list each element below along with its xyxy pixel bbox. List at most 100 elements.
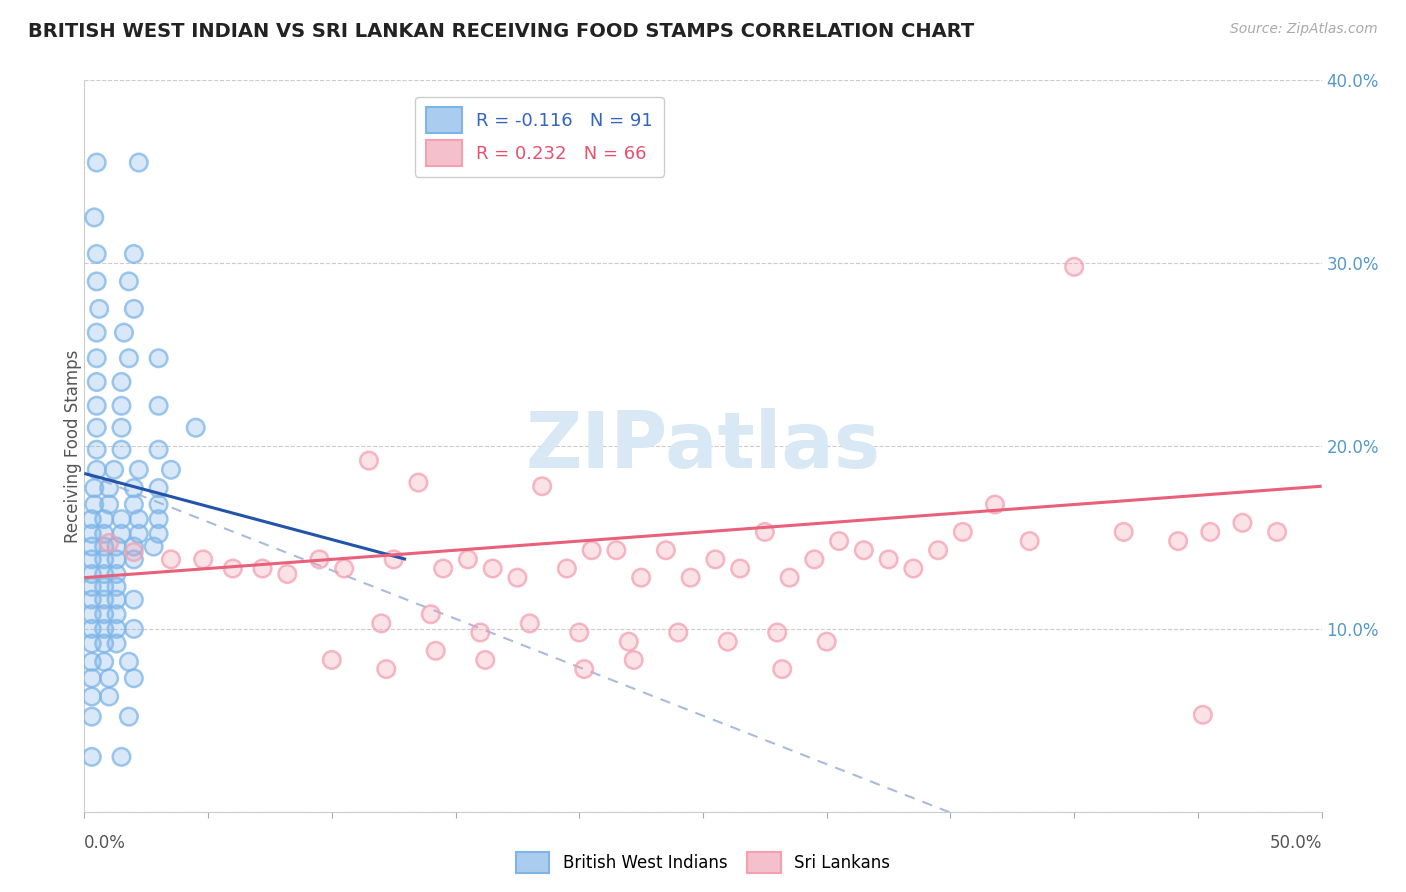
Point — [815, 634, 838, 648]
Point — [80, 749, 103, 764]
Point — [80, 540, 103, 554]
Point — [276, 567, 298, 582]
Point — [308, 552, 330, 566]
Point — [122, 247, 145, 261]
Point — [382, 552, 405, 566]
Point — [457, 552, 479, 566]
Point — [984, 498, 1007, 512]
Point — [80, 567, 103, 582]
Point — [93, 512, 115, 526]
Point — [110, 375, 132, 389]
Point — [148, 351, 170, 366]
Point — [770, 662, 793, 676]
Point — [1112, 524, 1135, 539]
Point — [128, 463, 150, 477]
Point — [86, 375, 108, 389]
Point — [655, 543, 678, 558]
Point — [333, 561, 356, 575]
Point — [519, 616, 541, 631]
Point — [531, 479, 554, 493]
Point — [86, 351, 108, 366]
Point — [276, 567, 298, 582]
Point — [630, 571, 652, 585]
Point — [803, 552, 825, 566]
Point — [110, 399, 132, 413]
Point — [779, 571, 801, 585]
Point — [80, 636, 103, 650]
Legend: R = -0.116   N = 91, R = 0.232   N = 66: R = -0.116 N = 91, R = 0.232 N = 66 — [415, 96, 664, 177]
Point — [375, 662, 398, 676]
Point — [128, 526, 150, 541]
Point — [470, 625, 492, 640]
Point — [98, 498, 121, 512]
Point — [927, 543, 949, 558]
Point — [1167, 534, 1189, 549]
Point — [93, 622, 115, 636]
Point — [98, 498, 121, 512]
Point — [83, 498, 105, 512]
Point — [623, 653, 645, 667]
Point — [148, 399, 170, 413]
Point — [93, 655, 115, 669]
Point — [112, 326, 135, 340]
Point — [93, 567, 115, 582]
Point — [128, 155, 150, 169]
Point — [80, 512, 103, 526]
Point — [148, 526, 170, 541]
Text: 0.0%: 0.0% — [84, 834, 127, 852]
Point — [474, 653, 496, 667]
Point — [110, 526, 132, 541]
Point — [122, 481, 145, 495]
Point — [105, 636, 128, 650]
Point — [86, 155, 108, 169]
Point — [110, 399, 132, 413]
Point — [105, 540, 128, 554]
Point — [80, 567, 103, 582]
Point — [815, 634, 838, 648]
Point — [333, 561, 356, 575]
Point — [432, 561, 454, 575]
Point — [122, 498, 145, 512]
Point — [903, 561, 925, 575]
Point — [105, 622, 128, 636]
Point — [927, 543, 949, 558]
Text: ZIPatlas: ZIPatlas — [526, 408, 880, 484]
Point — [704, 552, 727, 566]
Point — [98, 690, 121, 704]
Point — [148, 498, 170, 512]
Point — [118, 275, 141, 289]
Point — [408, 475, 430, 490]
Point — [148, 526, 170, 541]
Point — [877, 552, 900, 566]
Point — [122, 247, 145, 261]
Point — [86, 421, 108, 435]
Point — [122, 671, 145, 685]
Point — [86, 463, 108, 477]
Point — [80, 607, 103, 622]
Text: 50.0%: 50.0% — [1270, 834, 1322, 852]
Point — [1192, 707, 1215, 722]
Point — [148, 442, 170, 457]
Point — [877, 552, 900, 566]
Point — [122, 301, 145, 316]
Point — [191, 552, 214, 566]
Point — [754, 524, 776, 539]
Point — [80, 636, 103, 650]
Point — [93, 540, 115, 554]
Point — [852, 543, 875, 558]
Point — [112, 326, 135, 340]
Point — [321, 653, 343, 667]
Point — [110, 526, 132, 541]
Point — [122, 540, 145, 554]
Point — [93, 636, 115, 650]
Point — [770, 662, 793, 676]
Point — [1018, 534, 1040, 549]
Point — [83, 481, 105, 495]
Point — [80, 607, 103, 622]
Point — [93, 622, 115, 636]
Point — [86, 275, 108, 289]
Point — [80, 552, 103, 566]
Point — [370, 616, 392, 631]
Point — [1199, 524, 1222, 539]
Point — [93, 567, 115, 582]
